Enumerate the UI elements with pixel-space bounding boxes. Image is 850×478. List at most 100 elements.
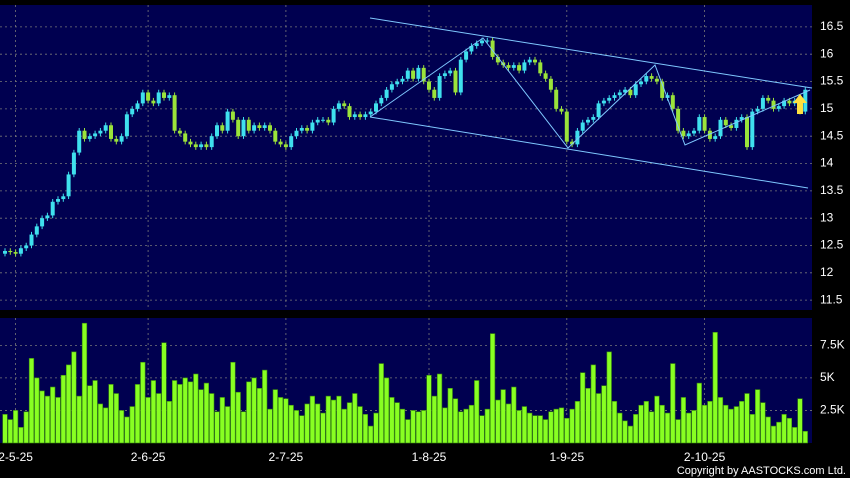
volume-bar: [55, 397, 61, 444]
candle-body: [734, 119, 739, 128]
volume-bar: [182, 377, 188, 444]
volume-bar: [39, 390, 45, 444]
candle-body: [162, 92, 166, 98]
candle-body: [692, 130, 696, 134]
candle-body: [464, 51, 469, 60]
volume-bar: [71, 351, 77, 444]
candle-body: [50, 201, 55, 216]
candle-body: [220, 125, 225, 131]
marks-layer: [2, 37, 808, 444]
volume-bar: [87, 385, 93, 444]
volume-bar: [325, 395, 331, 444]
volume-bar: [495, 399, 501, 444]
lower-channel: [369, 116, 809, 189]
candle-body: [172, 95, 177, 131]
volume-bar: [97, 403, 103, 444]
candle-body: [151, 100, 156, 104]
candle-body: [495, 56, 500, 63]
candle-body: [204, 144, 209, 148]
candle-body: [124, 114, 129, 137]
y-tick-label: 13: [820, 210, 834, 224]
volume-bar: [479, 415, 485, 444]
candle-body: [241, 119, 246, 137]
candle-body: [421, 67, 426, 82]
candle-body: [570, 141, 575, 145]
volume-bar: [452, 398, 459, 444]
candle-body: [230, 111, 235, 120]
candle-body: [146, 92, 151, 101]
volume-bar: [548, 411, 554, 444]
volume-bar: [415, 411, 422, 444]
volume-bar: [66, 364, 72, 444]
volume-bar: [765, 416, 771, 444]
x-tick-label: 1-9-25: [549, 450, 584, 464]
volume-bar: [489, 333, 496, 444]
candle-body: [628, 89, 633, 96]
volume-bar: [76, 395, 82, 444]
candle-body: [612, 95, 617, 98]
candle-body: [246, 119, 251, 131]
candle-body: [363, 114, 368, 118]
volume-bar: [421, 410, 427, 444]
candle-body: [98, 130, 103, 134]
volume-bar: [484, 408, 490, 444]
volume-bar: [219, 397, 225, 444]
candle-body: [554, 89, 559, 109]
candle-body: [29, 234, 34, 246]
candle-body: [729, 125, 734, 128]
candle-body: [273, 130, 278, 142]
volume-bar: [410, 410, 416, 444]
volume-bar: [511, 386, 517, 444]
candle-body: [453, 70, 458, 93]
volume-bar: [431, 395, 437, 444]
volume-bar: [283, 398, 289, 444]
volume-bar: [373, 412, 379, 444]
volume-bar: [256, 388, 263, 444]
volume-bar: [7, 419, 13, 444]
volume-bar: [601, 385, 607, 444]
candle-body: [776, 106, 781, 109]
volume-bar: [590, 364, 596, 444]
volume-bar: [113, 393, 119, 444]
candle-body: [782, 100, 787, 107]
volume-bar: [553, 408, 559, 444]
candle-body: [448, 70, 453, 74]
y-tick-label: 11.5: [820, 292, 843, 306]
volume-bar: [474, 380, 480, 444]
candle-body: [713, 136, 718, 139]
volume-bar: [352, 393, 358, 444]
volume-bar: [749, 414, 755, 444]
candle-body: [294, 130, 299, 137]
candle-body: [93, 133, 98, 137]
volume-bar: [357, 406, 363, 444]
price-panel: [0, 5, 812, 310]
volume-bar: [611, 401, 618, 444]
volume-bar: [34, 377, 40, 444]
volume-bar: [521, 406, 527, 444]
volume-bar: [203, 382, 210, 444]
x-tick-label: 2-6-25: [131, 450, 166, 464]
volume-bar: [654, 395, 660, 444]
candle-body: [315, 119, 320, 123]
candle-body: [681, 130, 686, 137]
volume-bar: [299, 415, 305, 444]
candle-body: [310, 122, 315, 131]
candle-body: [527, 59, 532, 63]
volume-bar: [595, 393, 602, 444]
y-tick-label: 13.5: [820, 183, 844, 197]
volume-bar: [235, 391, 241, 444]
volume-bar: [272, 389, 278, 444]
volume-bar: [129, 406, 135, 444]
candle-body: [119, 136, 124, 142]
candle-body: [40, 218, 45, 227]
volume-bar: [50, 386, 56, 444]
candle-body: [665, 95, 670, 98]
y-tick-label: 15.5: [820, 74, 844, 88]
volume-bar: [633, 414, 639, 444]
volume-bar: [18, 427, 24, 444]
volume-bar: [580, 372, 586, 444]
candle-body: [676, 108, 681, 131]
candle-body: [766, 97, 771, 101]
candle-body: [803, 89, 808, 112]
volume-bar: [680, 397, 686, 444]
